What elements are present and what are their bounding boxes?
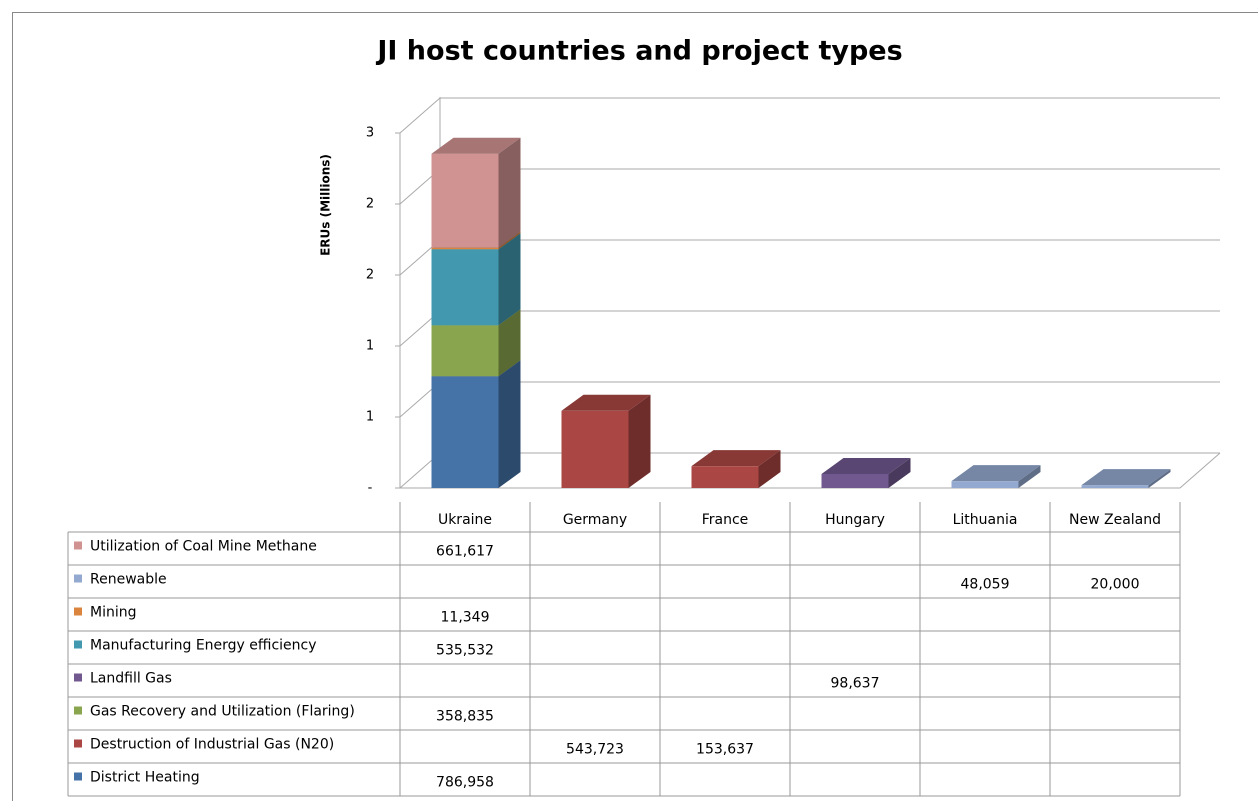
bar-front: [561, 410, 629, 488]
legend-swatch: [74, 706, 82, 715]
bar-top: [821, 457, 911, 474]
x-tick-label: New Zealand: [1069, 512, 1161, 528]
data-label: 48,059: [961, 577, 1010, 593]
data-label: 20,000: [1091, 577, 1140, 593]
bar-front: [431, 376, 499, 488]
legend-label: Landfill Gas: [90, 671, 172, 687]
data-label: 153,637: [696, 742, 754, 758]
legend-label: Utilization of Coal Mine Methane: [90, 539, 317, 555]
bar-side: [498, 137, 521, 248]
y-axis-label: ERUs (Millions): [319, 154, 333, 256]
bar-side: [758, 450, 781, 488]
bar-top: [691, 450, 781, 467]
legend-swatch: [74, 541, 82, 550]
y-tick-label: -: [368, 481, 373, 496]
legend-label: Gas Recovery and Utilization (Flaring): [90, 704, 355, 720]
grid-line: [399, 97, 1220, 134]
legend-swatch: [74, 673, 82, 682]
bar-front: [431, 249, 499, 326]
bar-top: [1081, 469, 1171, 486]
data-label: 358,835: [436, 709, 494, 725]
legend-swatch: [74, 607, 82, 616]
floor-edge: [1179, 452, 1221, 489]
y-tick-label: 1: [366, 410, 374, 425]
bar-side: [628, 394, 651, 488]
bar-top: [561, 394, 651, 411]
data-label: 543,723: [566, 742, 624, 758]
bar-front: [431, 153, 499, 248]
bar-side: [888, 457, 911, 488]
legend-label: Renewable: [90, 572, 167, 588]
bar-segment: [821, 457, 911, 488]
bar-segment: [561, 394, 651, 488]
bar-segment: [1081, 469, 1171, 488]
bar-side: [498, 309, 521, 377]
bar-front: [821, 473, 889, 488]
legend-swatch: [74, 640, 82, 649]
bar-segment: [691, 450, 781, 488]
bar-segment: [951, 465, 1041, 488]
data-label: 535,532: [436, 643, 494, 659]
bar-segment: [431, 360, 521, 488]
y-tick-label: 3: [366, 126, 374, 141]
bar-side: [1148, 469, 1171, 488]
y-tick-label: 1: [366, 339, 374, 354]
x-tick-label: France: [702, 512, 749, 528]
bar-front: [431, 325, 499, 377]
bar-front: [431, 247, 499, 250]
chart-title: JI host countries and project types: [375, 36, 902, 67]
bar-side: [498, 231, 521, 250]
legend-swatch: [74, 739, 82, 748]
bar-side: [498, 360, 521, 488]
data-label: 786,958: [436, 775, 494, 791]
bar-side: [498, 233, 521, 326]
bar-front: [691, 466, 759, 488]
bar-segment: [431, 137, 521, 248]
data-label: 11,349: [441, 610, 490, 626]
legend-label: District Heating: [90, 770, 200, 786]
x-tick-label: Lithuania: [953, 512, 1018, 528]
bar-top: [431, 137, 521, 154]
legend-swatch: [74, 772, 82, 781]
y-tick-label: 2: [366, 268, 374, 283]
legend-swatch: [74, 574, 82, 583]
x-tick-label: Ukraine: [438, 512, 492, 528]
legend-label: Mining: [90, 605, 137, 621]
bar-top: [951, 465, 1041, 482]
legend-label: Manufacturing Energy efficiency: [90, 638, 317, 654]
data-label: 661,617: [436, 544, 494, 560]
x-tick-label: Germany: [563, 512, 627, 528]
data-label: 98,637: [831, 676, 880, 692]
bar-front: [1081, 485, 1149, 488]
legend-label: Destruction of Industrial Gas (N20): [90, 737, 334, 753]
x-tick-label: Hungary: [825, 512, 885, 528]
bar-front: [951, 481, 1019, 488]
bar-side: [1018, 465, 1041, 488]
y-tick-label: 2: [366, 197, 374, 212]
